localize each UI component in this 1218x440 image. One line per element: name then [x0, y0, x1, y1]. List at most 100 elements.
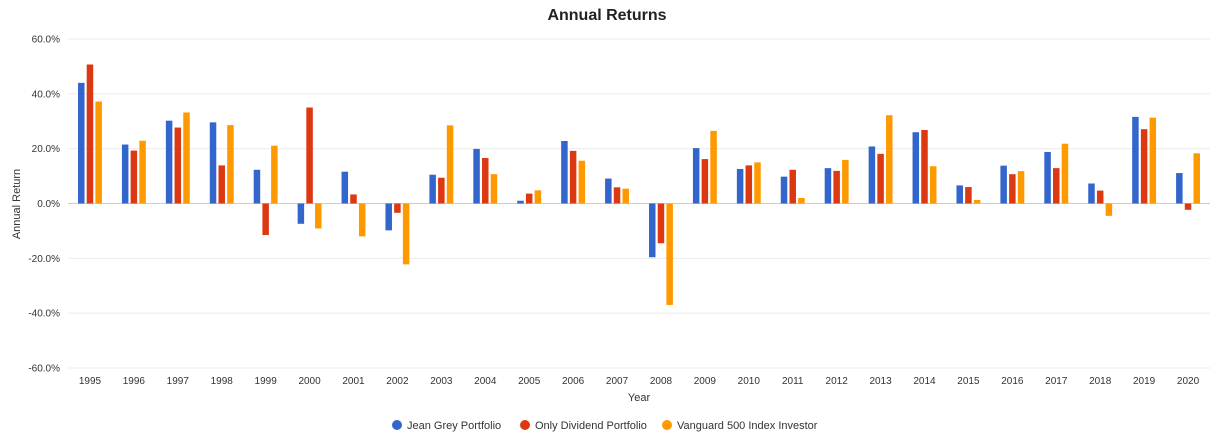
x-tick-label: 2008 — [650, 376, 673, 387]
bar — [710, 130, 717, 204]
bar — [350, 194, 357, 204]
bar — [824, 168, 832, 204]
y-tick-label: -20.0% — [28, 254, 60, 265]
bar — [1184, 203, 1192, 210]
bar — [394, 203, 401, 213]
bar — [798, 198, 805, 204]
bar — [745, 165, 753, 204]
bar — [877, 153, 884, 204]
grid-layer — [68, 38, 1210, 369]
bar — [517, 200, 524, 204]
legend-marker-icon — [520, 420, 530, 430]
legend-label: Vanguard 500 Index Investor — [677, 420, 818, 432]
bar — [473, 148, 480, 204]
bar — [253, 169, 261, 204]
x-tick-label: 2013 — [869, 376, 892, 387]
bar — [1061, 143, 1069, 204]
bar — [842, 159, 849, 204]
legend: Jean Grey Portfolio Only Dividend Portfol… — [392, 420, 818, 432]
bar — [605, 178, 612, 204]
bar — [973, 199, 981, 204]
x-tick-label: 2004 — [474, 376, 497, 387]
bar — [271, 145, 278, 204]
bar — [1017, 171, 1025, 204]
x-tick-label: 1999 — [255, 376, 278, 387]
legend-item[interactable]: Jean Grey Portfolio — [392, 420, 501, 432]
bar — [130, 150, 138, 204]
bar — [886, 115, 893, 204]
bar — [297, 203, 305, 224]
bar — [227, 125, 234, 204]
x-tick-label: 2002 — [386, 376, 409, 387]
bar — [561, 140, 568, 204]
bar — [701, 159, 709, 204]
bar — [183, 112, 190, 204]
legend-item[interactable]: Vanguard 500 Index Investor — [662, 420, 818, 432]
x-tick-label: 1995 — [79, 376, 102, 387]
bar — [736, 168, 744, 204]
x-tick-label: 1997 — [167, 376, 190, 387]
bar — [86, 64, 94, 204]
bar — [912, 132, 920, 204]
bar — [438, 177, 445, 204]
x-tick-label: 2014 — [913, 376, 936, 387]
legend-label: Jean Grey Portfolio — [407, 420, 501, 432]
bar — [534, 190, 542, 204]
bar — [578, 160, 586, 204]
x-tick-label: 2009 — [694, 376, 717, 387]
bar — [78, 82, 85, 204]
x-tick-label: 1998 — [211, 376, 234, 387]
bar — [1096, 190, 1104, 204]
bar — [446, 125, 454, 204]
bar — [315, 203, 322, 229]
bar — [385, 203, 392, 231]
bar — [622, 188, 629, 204]
bars — [78, 64, 1200, 305]
legend-marker-icon — [392, 420, 402, 430]
x-tick-label: 2005 — [518, 376, 541, 387]
x-tick-label: 2001 — [342, 376, 365, 387]
x-tick-label: 2000 — [298, 376, 321, 387]
bar — [657, 203, 665, 244]
y-tick-labels: 60.0% 40.0% 20.0% 0.0% -20.0% -40.0% -60.0% — [28, 35, 60, 375]
bar — [1149, 117, 1157, 204]
bar — [95, 101, 102, 204]
bar — [1105, 203, 1113, 216]
legend-item[interactable]: Only Dividend Portfolio — [520, 420, 647, 432]
chart-title: Annual Returns — [547, 7, 666, 24]
y-tick-label: -60.0% — [28, 364, 60, 375]
bar — [1140, 129, 1148, 204]
x-tick-label: 2006 — [562, 376, 585, 387]
x-tick-labels: 1995 1996 1997 1998 1999 2000 2001 2002 2003 2004… — [79, 376, 1200, 387]
bar — [833, 170, 840, 204]
bar — [965, 187, 972, 204]
bar — [1053, 168, 1060, 204]
bar — [666, 203, 673, 305]
bar — [262, 203, 269, 236]
y-tick-label: 40.0% — [32, 89, 60, 100]
bar — [613, 187, 621, 204]
bar — [306, 107, 313, 204]
legend-marker-icon — [662, 420, 672, 430]
legend-label: Only Dividend Portfolio — [535, 420, 647, 432]
bar — [165, 120, 173, 204]
bar — [490, 174, 498, 204]
x-tick-label: 1996 — [123, 376, 146, 387]
y-axis-label: Annual Return — [11, 169, 23, 239]
x-tick-label: 2016 — [1001, 376, 1024, 387]
bar — [1009, 174, 1016, 204]
x-tick-label: 2019 — [1133, 376, 1156, 387]
bar — [1193, 153, 1200, 204]
bar — [525, 193, 533, 204]
y-tick-label: -40.0% — [28, 309, 60, 320]
bar — [956, 185, 963, 204]
y-tick-label: 0.0% — [37, 199, 60, 210]
bar — [402, 203, 410, 265]
x-tick-label: 2003 — [430, 376, 453, 387]
bar — [789, 169, 796, 204]
x-tick-label: 2007 — [606, 376, 629, 387]
bar — [358, 203, 366, 237]
bar — [692, 148, 700, 204]
